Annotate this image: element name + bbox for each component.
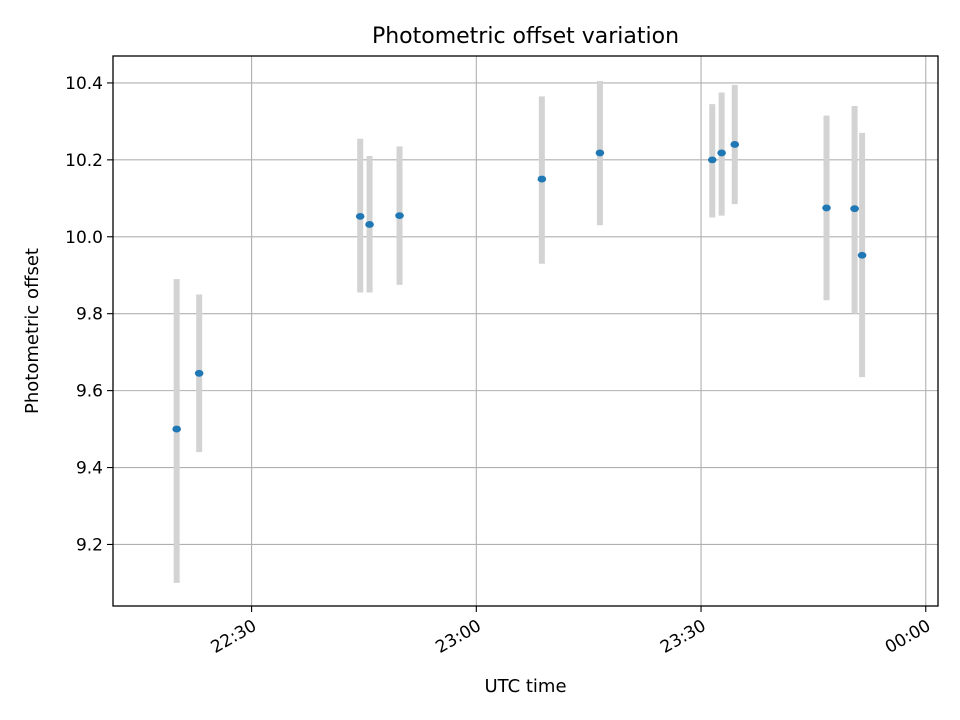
data-point xyxy=(194,369,204,377)
y-tick-label: 9.4 xyxy=(76,459,103,479)
plot-frame xyxy=(112,55,939,607)
data-point xyxy=(707,156,717,164)
y-tick-label: 10.2 xyxy=(65,151,103,171)
x-axis-label: UTC time xyxy=(484,676,566,697)
data-point xyxy=(595,149,605,157)
data-point xyxy=(537,175,547,183)
y-tick-label: 10.4 xyxy=(65,74,103,94)
x-tick-label: 00:00 xyxy=(882,616,934,658)
y-tick-label: 9.2 xyxy=(76,535,103,555)
data-point xyxy=(172,425,181,433)
data-point xyxy=(857,251,867,259)
data-point xyxy=(717,149,726,157)
x-tick-label: 23:30 xyxy=(657,616,709,658)
data-point xyxy=(355,212,365,220)
error-bars xyxy=(173,81,866,583)
x-tick-label: 23:00 xyxy=(432,616,484,658)
y-tick-label: 9.6 xyxy=(76,382,103,402)
data-point xyxy=(850,205,859,213)
data-point xyxy=(365,221,374,228)
grid xyxy=(113,56,938,606)
data-point xyxy=(730,141,740,148)
chart-title: Photometric offset variation xyxy=(372,24,679,49)
y-tick-label: 10.0 xyxy=(65,228,103,248)
y-tick-label: 9.8 xyxy=(76,305,103,325)
y-axis-label: Photometric offset xyxy=(22,248,43,414)
y-ticks: 9.2 9.4 9.6 9.8 10.0 10.2 10.4 xyxy=(65,74,113,555)
x-tick-label: 22:30 xyxy=(208,616,260,658)
data-point xyxy=(822,204,831,212)
data-point xyxy=(395,212,404,220)
data-points xyxy=(172,141,867,433)
